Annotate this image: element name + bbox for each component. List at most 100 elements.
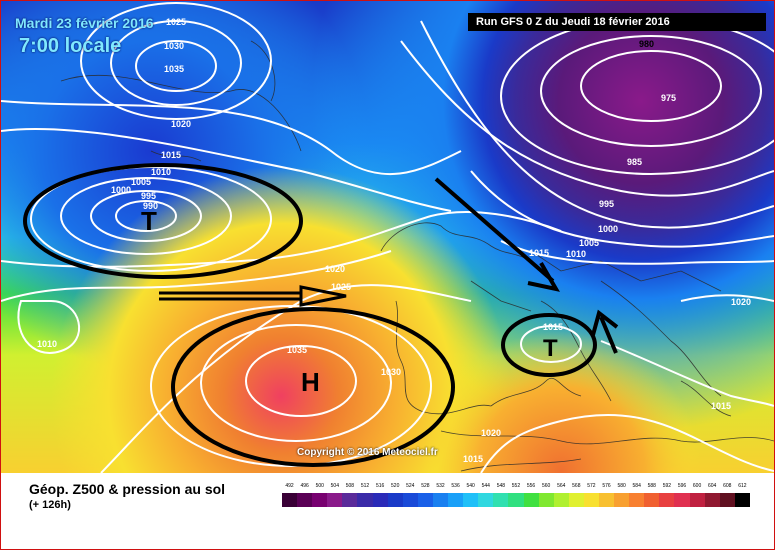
copyright-text: Copyright © 2016 Meteociel.fr <box>297 447 438 458</box>
scale-value: 532 <box>436 483 445 489</box>
scale-swatch <box>478 493 494 507</box>
scale-value: 556 <box>526 483 536 489</box>
scale-value: 568 <box>572 483 581 489</box>
scale-value: 508 <box>345 483 355 489</box>
pressure-label: 1015 <box>161 150 181 160</box>
low-symbol-west: T <box>141 206 157 236</box>
pressure-label: 1010 <box>37 339 57 349</box>
scale-value: 560 <box>541 483 551 489</box>
scale-swatch <box>553 493 569 507</box>
scale-swatch <box>674 493 690 507</box>
scale-value: 500 <box>315 483 324 489</box>
scale-swatch <box>508 493 524 507</box>
coastlines <box>60 40 774 472</box>
scale-value: 612 <box>738 483 747 489</box>
pressure-label: 995 <box>599 199 614 209</box>
scale-value: 584 <box>632 483 641 489</box>
scale-value: 592 <box>662 483 672 489</box>
scale-swatch <box>659 493 675 507</box>
scale-swatch <box>282 493 298 507</box>
circle-high <box>171 307 455 467</box>
scale-value: 588 <box>647 483 656 489</box>
forecast-date: Mardi 23 février 2016 <box>15 15 154 31</box>
scale-swatch <box>448 493 464 507</box>
weather-map: T H T 1025 1030 1035 1020 1015 1010 1005… <box>1 1 774 473</box>
scale-value: 520 <box>391 483 400 489</box>
scale-value: 552 <box>511 483 521 489</box>
scale-swatch <box>689 493 705 507</box>
scale-value: 572 <box>587 483 596 489</box>
scale-value: 504 <box>330 483 339 489</box>
scale-value: 536 <box>451 483 460 489</box>
scale-swatch <box>719 493 735 507</box>
pressure-label: 1010 <box>566 249 586 259</box>
pressure-label: 1015 <box>543 322 563 332</box>
forecast-time: 7:00 locale <box>19 35 122 57</box>
scale-swatch <box>297 493 313 507</box>
scale-value: 496 <box>300 483 309 489</box>
scale-swatch <box>644 493 660 507</box>
pressure-label: 1000 <box>598 224 618 234</box>
pressure-label: 1025 <box>331 282 351 292</box>
scale-value: 596 <box>677 483 687 489</box>
scale-swatch <box>417 493 433 507</box>
pressure-labels: 1025 1030 1035 1020 1015 1010 1005 1000 … <box>37 17 751 464</box>
low-symbol-italy: T <box>543 335 558 362</box>
pressure-label: 1015 <box>711 401 731 411</box>
scale-swatch <box>402 493 418 507</box>
scale-swatch <box>568 493 584 507</box>
pressure-label: 995 <box>141 191 156 201</box>
scale-value: 600 <box>692 483 702 489</box>
arrow-east <box>159 285 347 307</box>
scale-swatch <box>614 493 630 507</box>
scale-value: 564 <box>557 483 566 489</box>
pressure-label: 1000 <box>111 185 131 195</box>
scale-value: 528 <box>421 483 430 489</box>
scale-swatch <box>372 493 388 507</box>
pressure-label: 1035 <box>164 64 184 74</box>
pressure-label: 1005 <box>579 238 599 248</box>
run-info: Run GFS 0 Z du Jeudi 18 février 2016 <box>468 13 766 31</box>
pressure-label: 1025 <box>166 17 186 27</box>
scale-swatch <box>432 493 449 507</box>
scale-swatch <box>312 493 328 507</box>
scale-swatch <box>704 493 720 507</box>
pressure-label: 1020 <box>325 264 345 274</box>
scale-swatch <box>493 493 509 507</box>
scale-swatch <box>357 493 373 507</box>
annotations <box>23 163 619 467</box>
pressure-label: 1020 <box>481 428 501 438</box>
pressure-label: 980 <box>639 39 654 49</box>
scale-value: 492 <box>285 483 294 489</box>
scale-swatch <box>629 493 645 507</box>
scale-value: 608 <box>723 483 732 489</box>
scale-value: 604 <box>708 483 717 489</box>
high-symbol: H <box>301 367 320 397</box>
scale-swatch <box>327 493 343 507</box>
scale-swatch <box>387 493 403 507</box>
scale-value: 524 <box>406 483 415 489</box>
scale-value: 580 <box>617 483 626 489</box>
pressure-label: 1005 <box>131 177 151 187</box>
scale-value: 548 <box>496 483 506 489</box>
scale-swatch <box>342 493 358 507</box>
legend-panel: Géop. Z500 & pression au sol (+ 126h) 49… <box>1 473 774 549</box>
arrow-north <box>599 316 618 354</box>
arrow-southeast <box>434 177 555 283</box>
scale-swatch <box>523 493 539 507</box>
circle-low-italy <box>501 313 597 377</box>
scale-value: 512 <box>360 483 370 489</box>
scale-value: 540 <box>466 483 475 489</box>
pressure-label: 975 <box>661 93 676 103</box>
color-scale-bar <box>282 493 750 507</box>
scale-swatch <box>463 493 479 507</box>
pressure-label: 1020 <box>731 297 751 307</box>
pressure-label: 1030 <box>381 367 401 377</box>
legend-title: Géop. Z500 & pression au sol <box>29 481 226 497</box>
scale-swatch <box>598 493 615 507</box>
scale-value: 576 <box>602 483 611 489</box>
legend-subtitle: (+ 126h) <box>29 499 71 511</box>
scale-swatch <box>583 493 599 507</box>
pressure-label: 990 <box>143 201 158 211</box>
